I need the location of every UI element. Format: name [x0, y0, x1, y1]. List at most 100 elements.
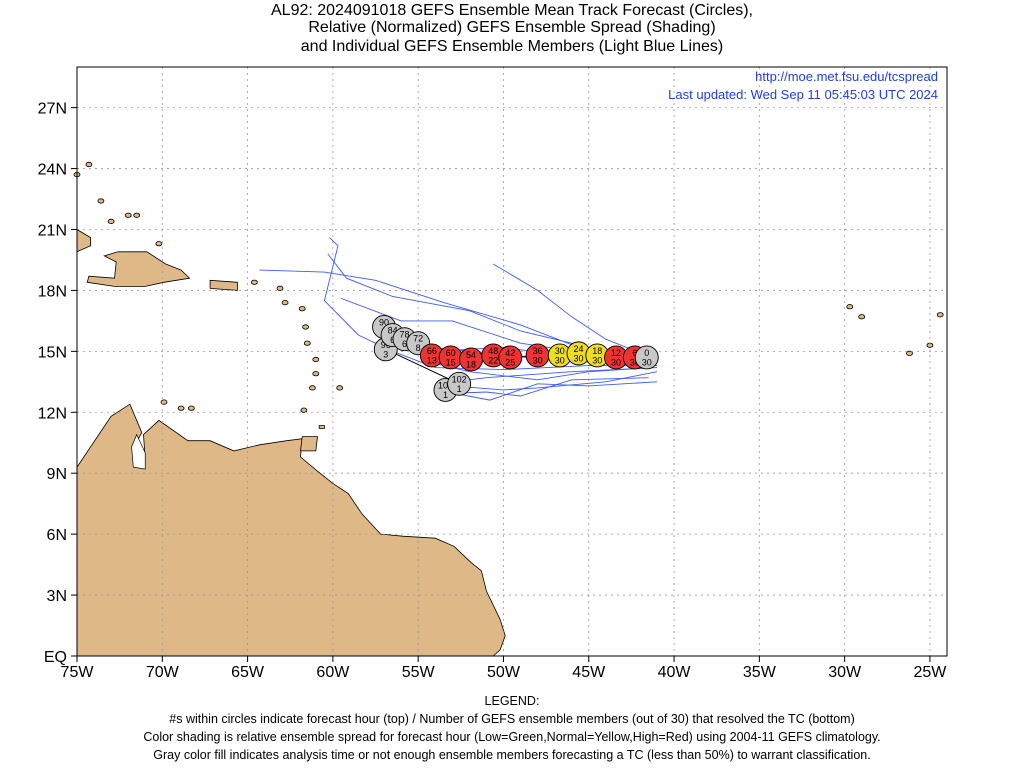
- land-cuba-tip: [76, 228, 91, 253]
- island-2: [312, 356, 320, 363]
- island-16: [97, 198, 105, 204]
- island-10: [300, 407, 308, 413]
- member-count-label: 3: [383, 349, 388, 359]
- forecast-hour-label: 42: [505, 348, 515, 358]
- forecast-hour-label: 108: [438, 380, 453, 390]
- island-5: [336, 385, 344, 391]
- lat-tick-label: 6N: [47, 527, 67, 544]
- island-1: [303, 340, 311, 346]
- lat-tick-label: 18N: [38, 283, 67, 300]
- lon-tick-label: 65W: [231, 664, 265, 681]
- legend-title: LEGEND:: [484, 694, 540, 708]
- lon-tick-label: 40W: [658, 664, 692, 681]
- island-25: [906, 350, 913, 356]
- lon-tick-label: 30W: [828, 664, 862, 681]
- legend-line-2: Color shading is relative ensemble sprea…: [143, 730, 881, 744]
- member-count-label: 8: [416, 343, 421, 353]
- lat-tick-label: 15N: [38, 344, 67, 361]
- member-count-label: 30: [642, 357, 652, 367]
- lat-tick-label: 3N: [47, 588, 67, 605]
- forecast-hour-label: 90: [379, 317, 389, 327]
- forecast-hour-label: 24: [574, 344, 584, 354]
- member-count-label: 30: [611, 357, 621, 367]
- forecast-hour-label: 0: [644, 348, 649, 358]
- credit-url[interactable]: http://moe.met.fsu.edu/tcspread: [755, 69, 938, 84]
- forecast-hour-label: 60: [446, 348, 456, 358]
- member-count-label: 30: [533, 355, 543, 365]
- island-22: [858, 314, 866, 320]
- legend-line-3: Gray color fill indicates analysis time …: [153, 748, 871, 762]
- member-count-label: 15: [446, 357, 456, 367]
- forecast-hour-label: 48: [488, 346, 498, 356]
- member-track-7: [492, 263, 658, 360]
- member-count-label: 30: [574, 353, 584, 363]
- title-line-3: and Individual GEFS Ensemble Members (Li…: [300, 38, 724, 55]
- forecast-hour-label: 54: [466, 350, 476, 360]
- map-frame: [76, 66, 948, 657]
- member-count-label: 25: [505, 357, 515, 367]
- forecast-hour-label: 66: [427, 346, 437, 356]
- forecast-circle: [498, 345, 523, 370]
- lat-tick-label: 27N: [38, 101, 67, 118]
- lat-tick-label: 9N: [47, 466, 67, 483]
- forecast-hour-label: 102: [452, 374, 467, 384]
- member-track-4: [435, 377, 649, 397]
- land-tobago: [318, 425, 325, 429]
- lat-tick-label: 21N: [38, 222, 67, 239]
- island-18: [124, 212, 132, 218]
- forecast-point-0h: 030: [634, 345, 659, 370]
- lat-tick-label: 24N: [38, 162, 67, 179]
- lon-tick-label: 60W: [316, 664, 350, 681]
- lat-tick-label: 12N: [38, 405, 67, 422]
- island-3: [312, 371, 320, 377]
- member-count-label: 30: [592, 355, 602, 365]
- member-count-label: 30: [555, 355, 565, 365]
- lake-maracaibo: [131, 433, 146, 470]
- island-0: [302, 324, 310, 330]
- lon-tick-label: 55W: [402, 664, 436, 681]
- land-hispaniola: [86, 251, 191, 287]
- forecast-hour-label: 12: [611, 348, 621, 358]
- last-updated: Last updated: Wed Sep 11 05:45:03 UTC 20…: [668, 87, 938, 102]
- island-19: [133, 212, 141, 218]
- island-7: [281, 299, 289, 306]
- island-24: [936, 312, 944, 318]
- legend-line-1: #s within circles indicate forecast hour…: [169, 712, 855, 726]
- lon-tick-label: 75W: [61, 664, 95, 681]
- island-12: [187, 405, 195, 411]
- lon-tick-label: 25W: [913, 664, 947, 681]
- land-puerto-rico: [209, 279, 238, 291]
- forecast-hour-label: 78: [400, 330, 410, 340]
- member-count-label: 1: [443, 390, 448, 400]
- forecast-circle: [447, 371, 472, 396]
- title-line-1: AL92: 2024091018 GEFS Ensemble Mean Trac…: [271, 2, 753, 19]
- lon-tick-label: 45W: [572, 664, 606, 681]
- member-count-label: 6: [402, 339, 407, 349]
- axis-labels: 75W 70W 65W 60W 55W 50W 45W 40W 35W 30W 25W EQ 3N 6N 9…: [38, 101, 948, 681]
- lat-tick-label: EQ: [44, 649, 67, 666]
- ensemble-mean-track: 1081102196390684678672866136015541848224…: [372, 315, 659, 402]
- island-6: [298, 306, 306, 312]
- island-11: [177, 405, 185, 411]
- member-count-label: 22: [488, 355, 498, 365]
- member-track-12: [436, 381, 658, 401]
- member-count-label: 1: [457, 384, 462, 394]
- member-count-label: 13: [427, 355, 437, 365]
- island-15: [85, 161, 93, 168]
- member-count-label: 30: [630, 357, 640, 367]
- island-21: [846, 304, 854, 310]
- island-17: [107, 218, 115, 224]
- member-count-label: 18: [466, 359, 476, 369]
- island-20: [155, 241, 163, 247]
- forecast-circle: [634, 345, 659, 370]
